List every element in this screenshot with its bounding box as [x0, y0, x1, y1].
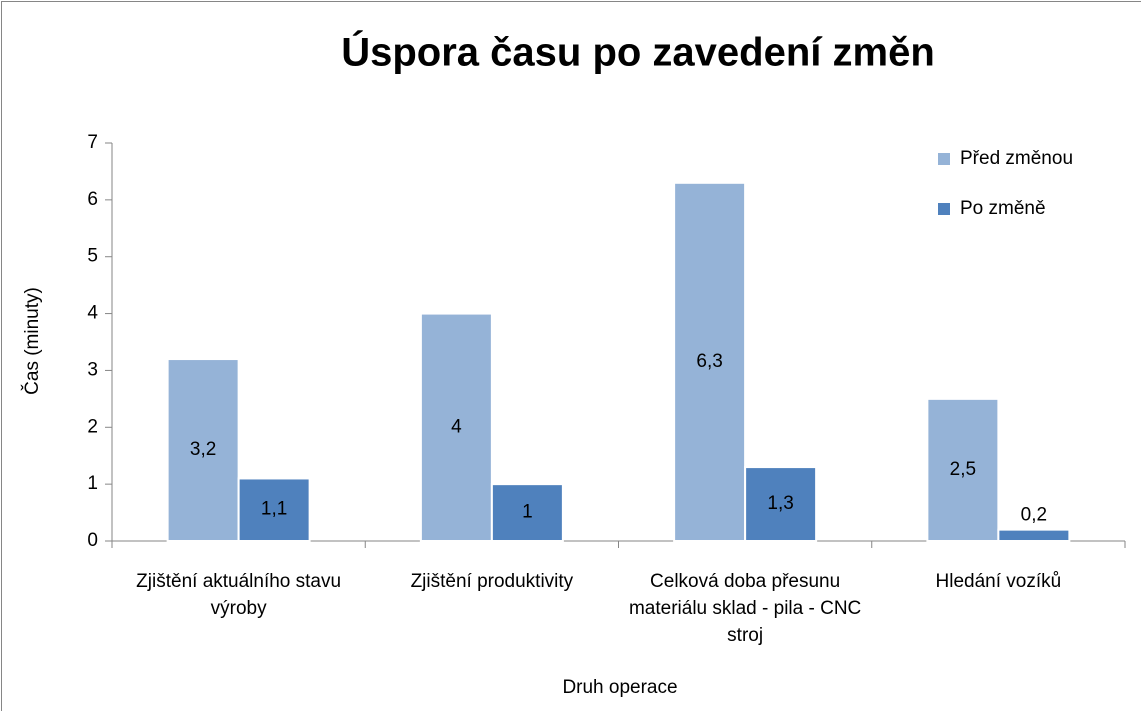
- y-axis-label: Čas (minuty): [21, 287, 43, 395]
- legend-label: Před změnou: [960, 148, 1073, 169]
- legend-swatch: [938, 203, 950, 215]
- y-tick-label: 1: [87, 473, 98, 494]
- data-label: 1,3: [767, 493, 793, 514]
- bar: [490, 483, 564, 542]
- data-label: 3,2: [190, 439, 216, 460]
- bar: [419, 312, 493, 543]
- bar: [673, 181, 747, 543]
- data-label: 4: [451, 416, 462, 437]
- y-tick-label: 5: [87, 246, 98, 267]
- bar: [744, 466, 818, 543]
- x-axis-label: Druh operace: [562, 677, 677, 698]
- y-tick-label: 2: [87, 416, 98, 437]
- data-label: 1,1: [261, 499, 287, 520]
- data-label: 1: [522, 502, 533, 523]
- data-label: 2,5: [950, 459, 976, 480]
- bar: [237, 477, 311, 543]
- bar: [997, 528, 1071, 543]
- x-tick-label: Zjištění aktuálního stavu výroby: [136, 571, 342, 619]
- data-label: 6,3: [696, 351, 722, 372]
- bar: [166, 358, 240, 542]
- chart-title: Úspora času po zavedení změn: [341, 29, 935, 75]
- y-tick-label: 7: [87, 132, 98, 153]
- bar: [926, 397, 1000, 542]
- x-tick-label: Celková doba přesunu materiálu sklad - p…: [628, 571, 862, 646]
- x-tick-label: Zjištění produktivity: [410, 571, 574, 592]
- x-tick-label: Hledání vozíků: [935, 571, 1062, 592]
- y-tick-label: 4: [87, 303, 98, 324]
- legend-swatch: [938, 153, 950, 165]
- y-tick-label: 6: [87, 189, 98, 210]
- y-tick-label: 0: [87, 530, 98, 551]
- data-label: 0,2: [1021, 505, 1047, 526]
- y-tick-label: 3: [87, 359, 98, 380]
- legend-label: Po změně: [960, 198, 1046, 219]
